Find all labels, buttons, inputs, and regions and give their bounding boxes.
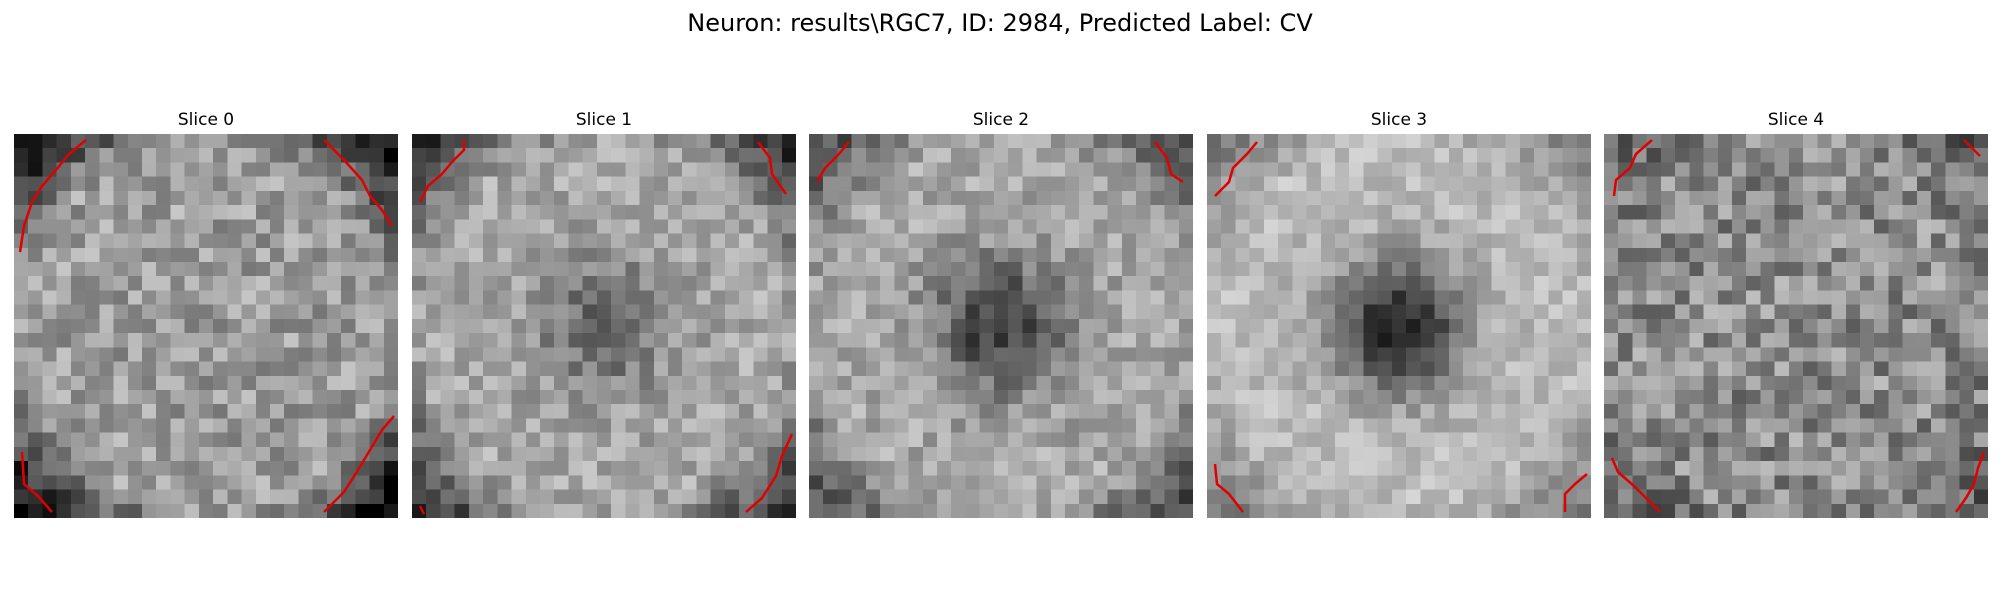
- slice-title: Slice 3: [1370, 110, 1428, 130]
- contour-line: [1154, 141, 1184, 184]
- slice-panel-2: Slice 2: [809, 108, 1193, 518]
- contour-line: [757, 141, 788, 195]
- pixel-grid: [14, 134, 398, 518]
- contour-line: [1963, 139, 1981, 157]
- contour-line: [1954, 451, 1986, 513]
- contour-line: [1214, 141, 1258, 197]
- pixel-grid: [1207, 134, 1591, 518]
- contour-line: [323, 415, 395, 513]
- figure-title: Neuron: results\RGC7, ID: 2984, Predicte…: [687, 9, 1313, 37]
- contour-line: [815, 141, 850, 183]
- slice-title: Slice 1: [575, 110, 633, 130]
- contour-line: [418, 505, 426, 515]
- contour-line: [18, 139, 87, 253]
- slice-panel-0: Slice 0: [14, 108, 398, 518]
- slice-image: [1604, 134, 1988, 518]
- contour-line: [745, 433, 794, 513]
- contour-line: [1610, 457, 1661, 513]
- contour-line: [1213, 463, 1244, 513]
- slice-title: Slice 4: [1767, 110, 1825, 130]
- contour-line: [418, 140, 466, 203]
- slice-panel-4: Slice 4: [1604, 108, 1988, 518]
- pixel-grid: [412, 134, 796, 518]
- slice-image: [1207, 134, 1591, 518]
- slice-title: Slice 0: [177, 110, 235, 130]
- contour-line: [1563, 473, 1588, 512]
- pixel-grid: [1604, 134, 1988, 518]
- pixel-grid: [809, 134, 1193, 518]
- contour-line: [1612, 139, 1653, 197]
- slice-image: [412, 134, 796, 518]
- slice-title: Slice 2: [972, 110, 1030, 130]
- slice-panel-1: Slice 1: [412, 108, 796, 518]
- contour-line: [20, 451, 53, 513]
- slice-image: [809, 134, 1193, 518]
- contour-line: [323, 139, 394, 227]
- slice-panel-3: Slice 3: [1207, 108, 1591, 518]
- slice-image: [14, 134, 398, 518]
